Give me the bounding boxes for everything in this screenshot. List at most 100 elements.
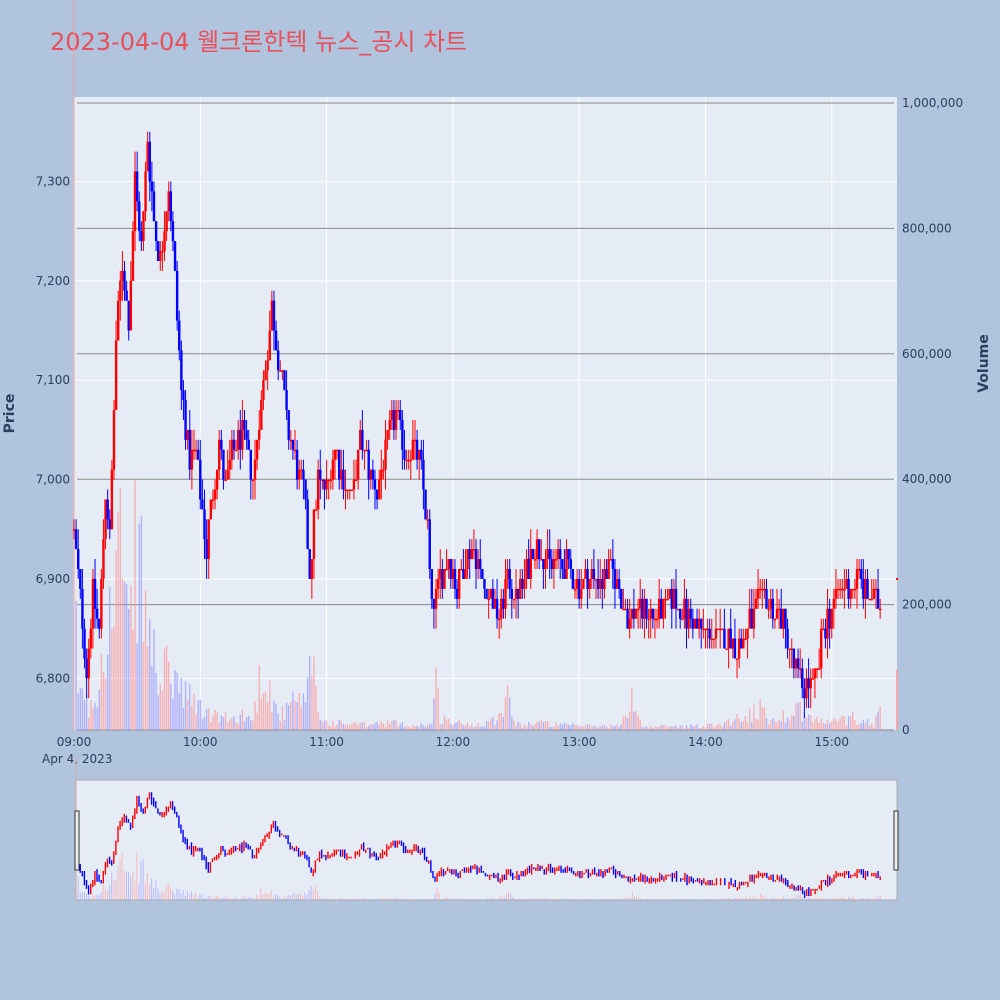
candle-body [304, 479, 307, 500]
candle-body [175, 270, 179, 321]
y-axis-title: Price [2, 394, 18, 434]
slider-volume-bar [873, 899, 875, 900]
slider-volume-bar [249, 897, 251, 900]
volume-bar [628, 711, 631, 730]
range-slider-handle[interactable] [893, 810, 899, 871]
volume-bar [782, 710, 785, 730]
slider-volume-bar [510, 893, 512, 900]
volume-bar [353, 722, 355, 730]
slider-volume-bar [375, 898, 377, 900]
volume-bar [218, 722, 220, 730]
volume-bar [635, 711, 637, 730]
candle-body [712, 638, 716, 641]
volume-bar [336, 724, 338, 730]
volume-bar [742, 720, 745, 730]
slider-volume-bar [325, 898, 327, 900]
volume-bar [719, 724, 721, 730]
volume-bar [774, 721, 776, 730]
volume-bar [557, 725, 559, 730]
volume-bar [740, 721, 742, 730]
candle-body [424, 489, 427, 520]
slider-volume-bar [592, 899, 594, 900]
slider-volume-bar [600, 899, 602, 900]
range-slider[interactable] [75, 779, 898, 901]
candle-body [396, 410, 400, 412]
slider-volume-bar [337, 898, 339, 900]
slider-volume-bar [94, 895, 96, 900]
volume-bar [784, 722, 787, 730]
candle-body [516, 588, 520, 599]
candle-body [876, 588, 880, 609]
candle-body [401, 419, 404, 450]
volume-bar [776, 722, 778, 730]
volume-bar [864, 722, 867, 730]
volume-bar [612, 726, 614, 730]
slider-volume-bar [302, 895, 304, 900]
volume-bar [509, 697, 511, 730]
slider-volume-bar [871, 898, 873, 900]
slider-volume-bar [386, 899, 388, 900]
candle-body [632, 608, 636, 619]
candle-body [222, 449, 225, 480]
candle-body [133, 171, 137, 232]
slider-volume-bar [289, 895, 291, 900]
candle-body [533, 559, 537, 561]
volume-bar [100, 654, 103, 730]
volume-bar [109, 586, 111, 730]
slider-volume-bar [291, 894, 293, 900]
slider-volume-bar [680, 899, 682, 900]
candle-body [394, 410, 398, 430]
volume-bar [751, 722, 753, 730]
slider-volume-bar [749, 895, 751, 900]
volume-bar [570, 725, 572, 730]
candle-body [678, 608, 682, 619]
slider-volume-bar [722, 899, 724, 900]
candle-body [763, 588, 766, 591]
slider-volume-bar [243, 896, 245, 900]
slider-volume-bar [235, 897, 237, 900]
volume-bar [115, 550, 117, 730]
candle-body [152, 191, 156, 222]
candle-body [878, 608, 882, 611]
candle-body [218, 439, 221, 470]
candle-body [708, 628, 711, 639]
candle-body [310, 559, 314, 579]
volume-bar [791, 715, 793, 730]
slider-volume-bar [159, 893, 161, 900]
candle-body [112, 410, 116, 470]
candle-body [428, 519, 431, 570]
volume-bar [879, 706, 881, 730]
candle-body [180, 350, 183, 391]
range-slider-handle[interactable] [74, 810, 80, 871]
candle-body [746, 628, 749, 639]
slider-volume-bar [556, 898, 558, 900]
candle-body [487, 598, 490, 601]
volume-bar [151, 666, 153, 730]
volume-bar [599, 725, 601, 730]
volume-bar [98, 689, 100, 730]
axes: 6,800 6,900 7,000 7,100 7,200 7,300 09:00 10:00… [2, 96, 992, 766]
candle-body [441, 569, 444, 589]
candle-body [350, 489, 354, 492]
slider-volume-bar [690, 898, 692, 900]
slider-volume-bar [88, 893, 90, 900]
volume-bar [195, 713, 197, 730]
slider-volume-bar [571, 899, 573, 900]
candle-body [129, 280, 133, 331]
volume-bar [178, 692, 180, 730]
slider-volume-bar [669, 899, 671, 900]
volume-bar [214, 709, 216, 730]
candle-body [704, 628, 707, 631]
slider-volume-bar [839, 897, 841, 900]
candle-body [382, 469, 385, 472]
volume-bar [681, 725, 684, 730]
candle-body [687, 608, 690, 629]
slider-volume-bar [736, 896, 738, 900]
volume-bar [757, 719, 759, 730]
candle-body [186, 429, 189, 440]
candle-body [805, 678, 808, 699]
slider-volume-bar [631, 891, 633, 900]
y2-axis-title: Volume [976, 334, 992, 393]
volume-bar [824, 723, 827, 730]
volume-bar [96, 707, 98, 730]
